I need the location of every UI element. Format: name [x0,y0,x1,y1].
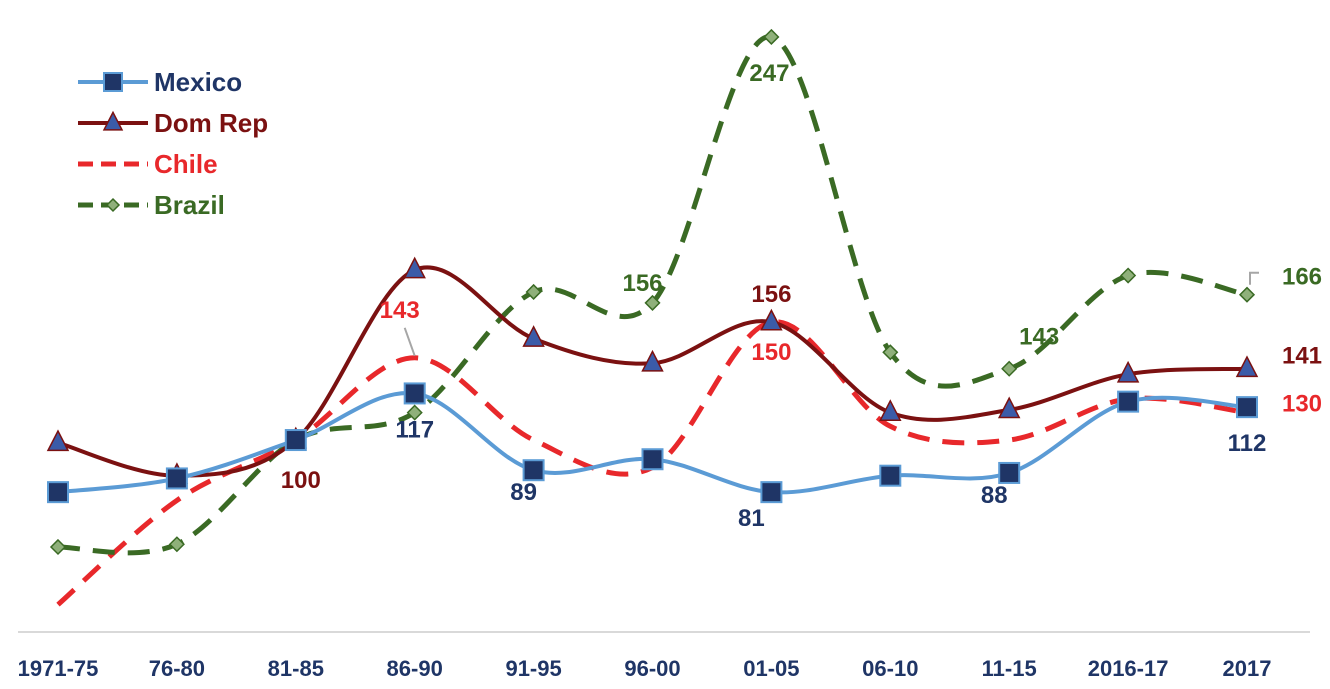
x-tick-label-01-05: 01-05 [743,656,799,681]
point-dom-rep-86-90 [403,256,426,279]
point-dom-rep-1971-75 [46,429,70,452]
point-dom-rep-11-15 [997,396,1021,419]
point-brazil-96-00 [644,294,661,311]
series-line-dom-rep [57,265,1248,478]
point-dom-rep-06-10 [879,399,902,421]
data-label-chile-86-90: 143 [380,297,420,324]
legend-label-mexico: Mexico [154,67,242,97]
point-brazil-86-90 [406,404,423,421]
data-label-mexico-91-95: 89 [510,479,537,506]
x-tick-labels: 1971-75 76-80 81-85 86-90 91-95 96-00 01-05 06-… [18,656,1272,681]
data-label-dom-rep-01-05: 156 [751,281,791,308]
point-mexico-2017 [1236,396,1258,419]
point-mexico-81-85 [284,429,307,452]
point-brazil-1971-75 [49,538,67,556]
series-layer [46,28,1259,607]
legend-item-chile: Chile [78,149,218,179]
data-label-mexico-01-05: 81 [738,505,765,532]
leader-line-brazil-2017 [1249,271,1259,285]
x-tick-label-96-00: 96-00 [624,656,680,681]
point-mexico-1971-75 [47,481,69,504]
x-tick-label-81-85: 81-85 [268,656,324,681]
point-mexico-86-90 [403,382,426,405]
legend-label-chile: Chile [154,149,218,179]
data-label-dom-rep-2017: 141 [1282,343,1322,370]
x-tick-label-2017: 2017 [1223,656,1272,681]
x-tick-label-06-10: 06-10 [862,656,918,681]
data-label-brazil-11-15: 143 [1019,324,1059,351]
data-label-brazil-96-00: 156 [622,270,662,297]
data-label-chile-2017: 130 [1282,391,1322,418]
point-mexico-06-10 [879,464,902,487]
point-mexico-76-80 [165,467,188,490]
data-label-mexico-2017: 112 [1228,430,1267,457]
data-label-mexico-11-15: 88 [981,482,1008,509]
point-dom-rep-91-95 [522,325,545,347]
legend-item-dom-rep: Dom Rep [78,108,268,138]
point-dom-rep-2017 [1235,355,1259,378]
x-tick-label-2016-17: 2016-17 [1088,656,1169,681]
series-line-brazil [57,34,1248,556]
legend-item-brazil: Brazil [78,190,225,220]
legend-marker-brazil [105,197,121,213]
legend-label-dom-rep: Dom Rep [154,108,268,138]
x-tick-label-11-15: 11-15 [982,656,1037,681]
legend-item-mexico: Mexico [78,67,242,97]
data-label-dom-rep-81-85: 100 [281,467,321,494]
x-tick-label-91-95: 91-95 [505,656,561,681]
data-label-layer: 117 89 81 88 112 100 156 141 143 150 130 156 247 143 1… [281,60,1322,532]
data-label-chile-01-05: 150 [751,339,791,366]
series-brazil [49,28,1256,556]
point-dom-rep-2016-17 [1116,360,1140,383]
legend-label-brazil: Brazil [154,190,225,220]
point-brazil-91-95 [525,283,542,301]
point-dom-rep-01-05 [760,308,783,331]
point-mexico-96-00 [641,448,664,471]
data-label-brazil-2017: 166 [1282,264,1322,291]
x-tick-label-76-80: 76-80 [149,656,205,681]
point-mexico-01-05 [760,481,783,504]
legend-marker-dom-rep [102,110,124,131]
point-brazil-11-15 [1001,360,1018,377]
point-brazil-01-05 [763,28,780,45]
data-label-brazil-01-05: 247 [749,60,789,87]
point-mexico-11-15 [998,461,1021,484]
series-mexico [47,382,1258,504]
point-mexico-91-95 [522,459,545,482]
point-brazil-06-10 [882,344,899,361]
point-mexico-2016-17 [1117,390,1140,413]
x-tick-label-1971-75: 1971-75 [18,656,99,681]
x-tick-label-86-90: 86-90 [387,656,443,681]
point-dom-rep-96-00 [641,349,664,372]
data-label-mexico-86-90: 117 [395,416,434,443]
legend-marker-mexico [103,72,123,92]
series-line-mexico [57,390,1248,495]
point-brazil-2016-17 [1120,267,1137,284]
point-brazil-76-80 [168,536,185,553]
leader-line-chile-86-90 [403,327,416,357]
legend: Mexico Dom Rep Chile Brazil [78,67,268,220]
point-brazil-2017 [1238,286,1256,303]
